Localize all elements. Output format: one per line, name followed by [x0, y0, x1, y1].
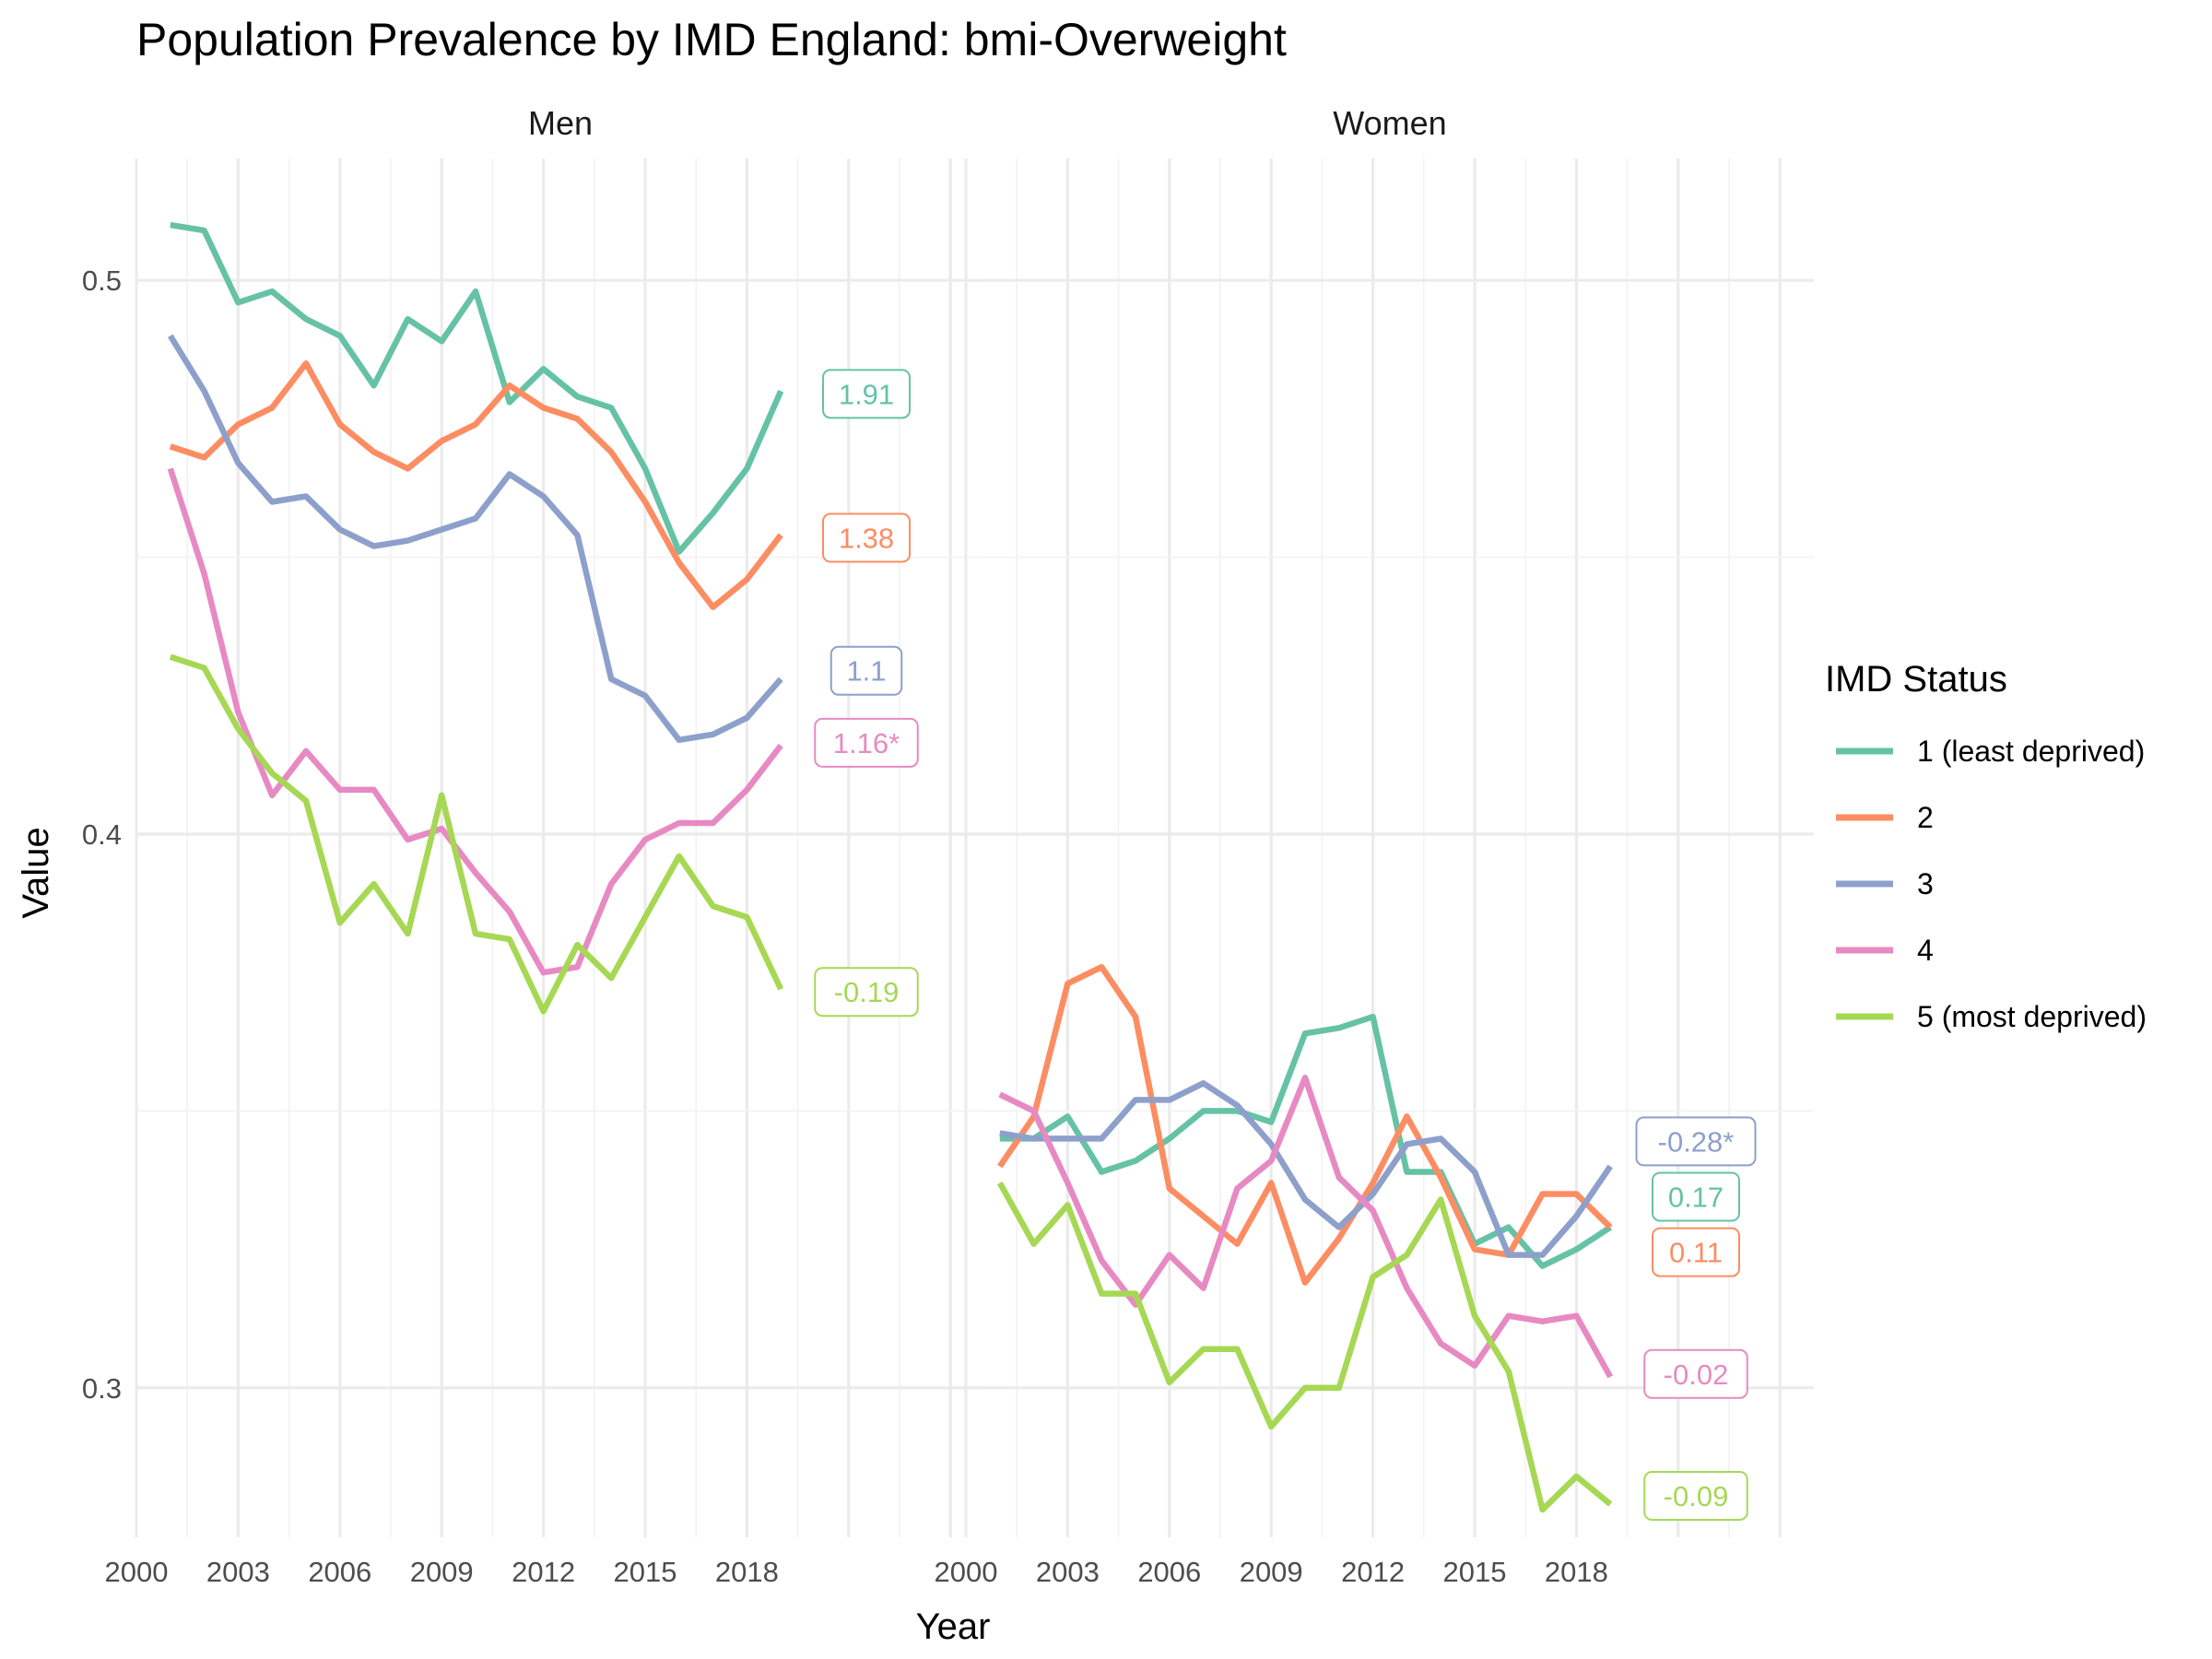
y-tick-label: 0.4: [82, 818, 122, 851]
series-end-label: 0.17: [1652, 1171, 1740, 1222]
label-box: [814, 717, 919, 768]
legend-entry: 2: [1836, 801, 1934, 834]
series-end-label: 1.91: [822, 369, 911, 419]
series-line: [169, 653, 784, 1015]
x-tick-label: 2000: [935, 1556, 998, 1588]
legend-entry: 3: [1836, 867, 1934, 900]
series-end-label: 0.11: [1652, 1227, 1740, 1277]
series-end-label: -0.09: [1643, 1470, 1748, 1521]
legend-label: 4: [1917, 934, 1934, 967]
series-line: [999, 1013, 1612, 1269]
x-tick-label: 2009: [410, 1556, 474, 1588]
gridlines: [135, 159, 984, 1537]
label-box: [822, 369, 911, 419]
label-text: 1.16*: [833, 727, 900, 759]
panel-strip-label: Women: [1333, 104, 1446, 142]
series-line: [999, 1080, 1613, 1258]
legend-label: 1 (least deprived): [1917, 735, 2145, 768]
y-axis-title: Value: [16, 827, 56, 918]
label-box: [1643, 1348, 1748, 1399]
panel-strip-label: Men: [528, 104, 593, 142]
label-text: -0.28*: [1658, 1125, 1735, 1158]
x-tick-label: 2009: [1240, 1556, 1303, 1588]
y-tick-label: 0.5: [82, 265, 122, 297]
legend-title: IMD Status: [1825, 659, 2007, 700]
legend-label: 5 (most deprived): [1917, 1000, 2147, 1033]
x-tick-label: 2012: [1341, 1556, 1405, 1588]
series-end-label: 1.16*: [814, 717, 919, 768]
legend-label: 2: [1917, 801, 1934, 834]
label-text: -0.09: [1664, 1480, 1729, 1512]
label-text: 1.91: [839, 378, 894, 410]
label-box: [1652, 1171, 1740, 1222]
series-end-label: -0.19: [814, 967, 919, 1018]
x-tick-label: 2018: [1545, 1556, 1608, 1588]
series-end-label: -0.02: [1643, 1348, 1748, 1399]
x-tick-label: 2006: [1137, 1556, 1201, 1588]
legend-entry: 1 (least deprived): [1836, 735, 2145, 768]
gridlines: [964, 159, 1814, 1537]
label-box: [1635, 1116, 1757, 1167]
label-box: [1652, 1227, 1740, 1277]
series-line: [168, 334, 783, 744]
chart-title: Population Prevalence by IMD England: bm…: [136, 14, 1287, 65]
label-text: -0.02: [1664, 1359, 1729, 1391]
series-line: [169, 360, 783, 610]
label-box: [1643, 1470, 1748, 1521]
panels: Men 2000 2003 2006 2009 2012 2015 2018 0.3 0.4 0.5…: [82, 104, 1814, 1588]
series-end-label: 1.38: [822, 512, 911, 563]
x-tick-label: 2015: [1443, 1556, 1507, 1588]
series-line: [996, 1181, 1613, 1513]
legend-label: 3: [1917, 867, 1934, 900]
label-box: [814, 967, 919, 1018]
legend-entry: 4: [1836, 934, 1934, 967]
label-box: [822, 512, 911, 563]
label-text: -0.19: [834, 976, 900, 1008]
label-text: 0.11: [1669, 1237, 1723, 1269]
series-end-label: -0.28*: [1635, 1116, 1757, 1167]
panel-women: Women 2000 2003 2006 2009 2012 2015 2018 0.17 0.1…: [935, 104, 1814, 1588]
legend: IMD Status 1 (least deprived) 2 3 4 5 (most …: [1825, 659, 2147, 1033]
series-line: [170, 221, 784, 555]
x-tick-label: 2000: [105, 1556, 169, 1588]
x-tick-label: 2012: [512, 1556, 575, 1588]
label-text: 1.38: [839, 523, 894, 555]
label-box: [830, 645, 903, 696]
label-text: 1.1: [846, 655, 886, 688]
series-line: [998, 1075, 1614, 1379]
legend-entry: 5 (most deprived): [1836, 1000, 2147, 1033]
x-tick-label: 2003: [206, 1556, 270, 1588]
series-end-label: 1.1: [830, 645, 903, 696]
series-line: [167, 467, 783, 976]
panel-men: Men 2000 2003 2006 2009 2012 2015 2018 0.3 0.4 0.5…: [82, 104, 984, 1588]
x-tick-label: 2006: [308, 1556, 371, 1588]
x-tick-label: 2015: [614, 1556, 677, 1588]
x-tick-label: 2018: [715, 1556, 779, 1588]
x-axis-title: Year: [916, 1606, 991, 1647]
y-tick-label: 0.3: [82, 1372, 122, 1405]
label-text: 0.17: [1668, 1182, 1724, 1214]
x-tick-label: 2003: [1036, 1556, 1100, 1588]
